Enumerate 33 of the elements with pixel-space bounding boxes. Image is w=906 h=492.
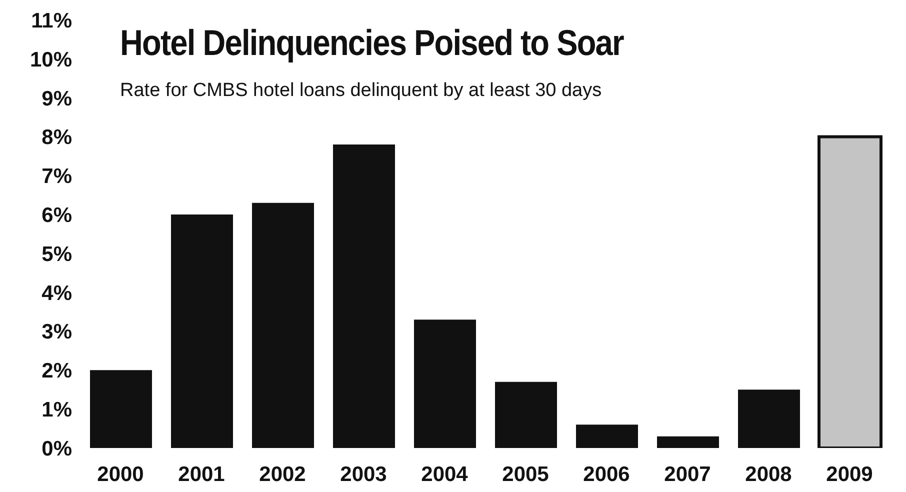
y-tick-label: 8% (42, 126, 72, 150)
x-tick-label: 2008 (745, 462, 792, 486)
bar (495, 382, 557, 448)
y-tick-label: 4% (42, 282, 72, 305)
bar (252, 202, 314, 448)
y-tick-label: 1% (42, 398, 72, 422)
x-tick-label: 2009 (826, 462, 873, 486)
y-tick-label: 5% (42, 242, 72, 266)
x-tick-label: 2007 (664, 462, 711, 486)
chart-title: Hotel Delinquencies Poised to Soar (120, 22, 624, 64)
y-tick-label: 2% (42, 360, 72, 383)
y-tick-label: 7% (42, 165, 72, 188)
y-tick-label: 10% (30, 48, 72, 72)
x-tick-label: 2004 (421, 462, 468, 486)
y-tick-label: 0% (42, 437, 72, 460)
bar (576, 424, 638, 448)
x-tick-label: 2005 (502, 462, 550, 486)
x-tick-label: 2003 (340, 462, 387, 486)
y-tick-label: 11% (31, 9, 72, 32)
bar (657, 436, 719, 448)
x-tick-label: 2002 (259, 462, 306, 486)
x-tick-label: 2006 (583, 462, 630, 486)
bar (333, 144, 395, 448)
text: Rate for CMBS hotel loans delinquent by at least 30 days (120, 80, 602, 102)
y-tick-label: 9% (42, 87, 72, 110)
y-tick-label: 3% (42, 320, 72, 344)
bar (738, 390, 800, 448)
x-tick-label: 2001 (178, 462, 226, 486)
bar (90, 370, 152, 448)
bar (414, 320, 476, 448)
bar (171, 214, 233, 448)
y-tick-label: 6% (42, 204, 72, 227)
x-tick-label: 2000 (97, 462, 144, 486)
